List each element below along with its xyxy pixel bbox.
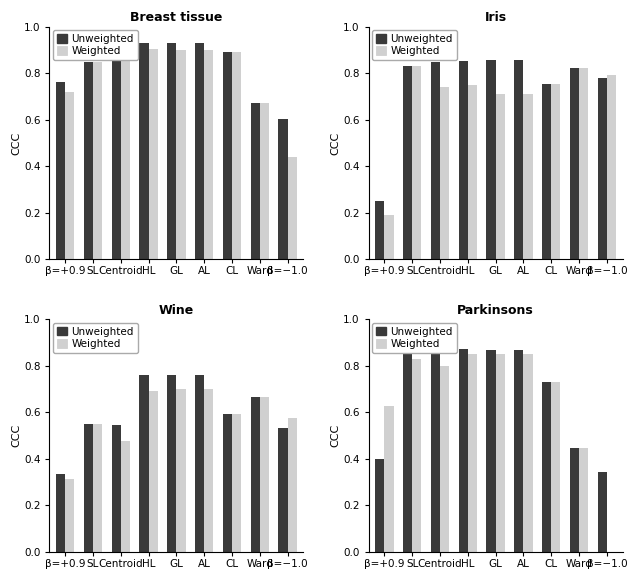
Bar (579, 448, 588, 552)
Bar (56, 474, 65, 552)
Bar (524, 93, 532, 259)
Bar (412, 66, 421, 259)
Bar (542, 382, 551, 552)
Bar (495, 93, 505, 259)
Bar (440, 87, 449, 259)
Bar (232, 52, 241, 259)
Bar (459, 61, 468, 259)
Bar (542, 84, 551, 259)
Bar (403, 354, 412, 552)
Bar (140, 375, 148, 552)
Bar (260, 103, 269, 259)
Bar (431, 61, 440, 259)
Legend: Unweighted, Weighted: Unweighted, Weighted (52, 322, 138, 353)
Bar (260, 397, 269, 552)
Legend: Unweighted, Weighted: Unweighted, Weighted (52, 30, 138, 60)
Title: Iris: Iris (484, 11, 507, 24)
Bar (250, 103, 260, 259)
Legend: Unweighted, Weighted: Unweighted, Weighted (372, 322, 457, 353)
Bar (598, 78, 607, 259)
Bar (431, 354, 440, 552)
Bar (148, 49, 157, 259)
Bar (278, 118, 287, 259)
Bar (468, 354, 477, 552)
Bar (84, 61, 93, 259)
Bar (551, 84, 561, 259)
Bar (223, 52, 232, 259)
Bar (177, 389, 186, 552)
Bar (515, 350, 524, 552)
Bar (412, 358, 421, 552)
Bar (579, 68, 588, 259)
Bar (607, 75, 616, 259)
Title: Breast tissue: Breast tissue (130, 11, 223, 24)
Bar (486, 60, 495, 259)
Bar (56, 82, 65, 259)
Bar (287, 157, 297, 259)
Bar (440, 366, 449, 552)
Bar (195, 43, 204, 259)
Bar (468, 85, 477, 259)
Bar (403, 66, 412, 259)
Bar (65, 92, 74, 259)
Bar (375, 201, 385, 259)
Title: Wine: Wine (159, 304, 194, 317)
Bar (177, 50, 186, 259)
Legend: Unweighted, Weighted: Unweighted, Weighted (372, 30, 457, 60)
Bar (84, 424, 93, 552)
Bar (486, 350, 495, 552)
Bar (598, 472, 607, 552)
Bar (385, 406, 394, 552)
Bar (65, 480, 74, 552)
Bar (287, 418, 297, 552)
Bar (570, 68, 579, 259)
Bar (195, 375, 204, 552)
Bar (167, 375, 177, 552)
Bar (121, 441, 130, 552)
Bar (495, 354, 505, 552)
Y-axis label: CCC: CCC (330, 424, 340, 447)
Bar (140, 43, 148, 259)
Bar (524, 354, 532, 552)
Bar (232, 414, 241, 552)
Bar (93, 424, 102, 552)
Bar (121, 60, 130, 259)
Bar (148, 391, 157, 552)
Bar (223, 414, 232, 552)
Bar (93, 61, 102, 259)
Bar (515, 60, 524, 259)
Bar (111, 49, 121, 259)
Bar (204, 50, 213, 259)
Bar (167, 43, 177, 259)
Bar (250, 397, 260, 552)
Y-axis label: CCC: CCC (11, 424, 21, 447)
Bar (570, 448, 579, 552)
Bar (375, 459, 385, 552)
Bar (551, 382, 561, 552)
Bar (459, 349, 468, 552)
Bar (385, 215, 394, 259)
Y-axis label: CCC: CCC (11, 131, 21, 154)
Bar (278, 428, 287, 552)
Bar (111, 425, 121, 552)
Title: Parkinsons: Parkinsons (457, 304, 534, 317)
Bar (204, 389, 213, 552)
Y-axis label: CCC: CCC (330, 131, 340, 154)
